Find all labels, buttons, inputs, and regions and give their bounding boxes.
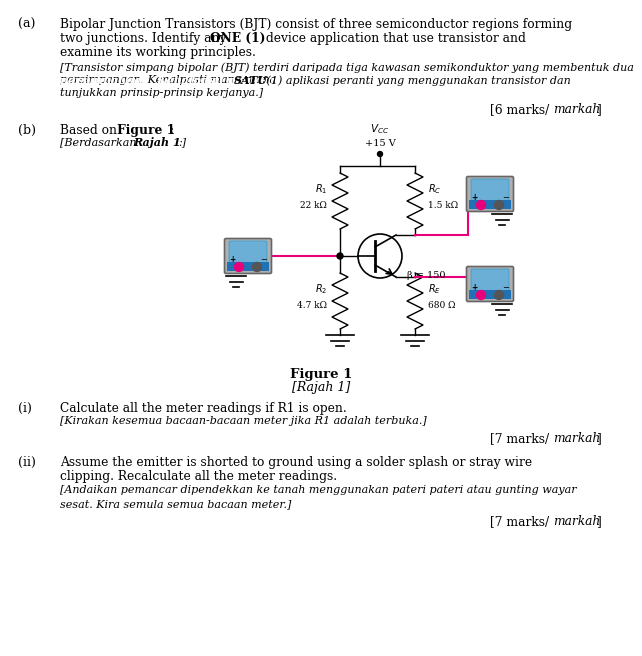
Text: Assume the emitter is shorted to ground using a solder splash or stray wire: Assume the emitter is shorted to ground … [60, 456, 532, 469]
Text: Based on: Based on [60, 124, 121, 137]
Text: tunjukkan prinsip-prinsip kerjanya.]: tunjukkan prinsip-prinsip kerjanya.] [60, 88, 263, 98]
Text: SATU: SATU [234, 75, 268, 86]
Text: ]: ] [596, 103, 601, 116]
Text: ]: ] [596, 432, 601, 445]
Text: 680 Ω: 680 Ω [428, 302, 456, 310]
Text: 1.5 kΩ: 1.5 kΩ [428, 201, 458, 211]
Text: [7 marks/: [7 marks/ [490, 515, 553, 528]
Bar [227, 262, 269, 271]
Text: [Rajah 1]: [Rajah 1] [292, 381, 350, 394]
Text: [Andaikan pemancar dipendekkan ke tanah menggunakan pateri pateri atau gunting w: [Andaikan pemancar dipendekkan ke tanah … [60, 485, 577, 495]
Circle shape [377, 152, 383, 157]
Text: (b): (b) [18, 124, 36, 137]
Text: examine its working principles.: examine its working principles. [60, 46, 256, 59]
Text: $V_{CC}$: $V_{CC}$ [370, 122, 390, 136]
FancyBboxPatch shape [471, 269, 509, 293]
Text: device application that use transistor and: device application that use transistor a… [262, 32, 526, 45]
Bar [469, 200, 511, 209]
Text: (a): (a) [18, 18, 35, 31]
Text: +: + [471, 194, 477, 203]
Text: $R_2$: $R_2$ [315, 282, 327, 296]
Text: +15 V: +15 V [365, 139, 395, 148]
Text: β = 150: β = 150 [407, 271, 446, 280]
Text: (ii): (ii) [18, 456, 36, 469]
Text: Bipolar Junction Transistors (BJT) consist of three semiconductor regions formin: Bipolar Junction Transistors (BJT) consi… [60, 18, 572, 31]
Bar [469, 290, 511, 299]
Text: 22 kΩ: 22 kΩ [300, 201, 327, 211]
Text: [Berdasarkan: [Berdasarkan [60, 137, 140, 147]
Circle shape [337, 253, 343, 259]
Text: sesat. Kira semula semua bacaan meter.]: sesat. Kira semula semua bacaan meter.] [60, 499, 291, 509]
Text: $R_1$: $R_1$ [315, 182, 327, 196]
Text: two junctions. Identify any: two junctions. Identify any [60, 32, 230, 45]
Text: Figure 1: Figure 1 [290, 368, 352, 381]
Text: −: − [260, 255, 267, 264]
Circle shape [494, 201, 503, 209]
Text: ]: ] [596, 515, 601, 528]
Circle shape [252, 262, 261, 272]
Text: persimpangan. Kenalpasti mana-mana SATU: persimpangan. Kenalpasti mana-mana SATU [60, 75, 339, 86]
Text: [Kirakan kesemua bacaan-bacaan meter jika R1 adalah terbuka.]: [Kirakan kesemua bacaan-bacaan meter jik… [60, 416, 427, 426]
Circle shape [234, 262, 243, 272]
FancyBboxPatch shape [225, 239, 272, 274]
FancyBboxPatch shape [467, 176, 514, 211]
FancyBboxPatch shape [467, 266, 514, 302]
Text: persimpangan. Kenalpasti mana-mana: persimpangan. Kenalpasti mana-mana [60, 75, 279, 85]
Text: :]: :] [178, 137, 186, 147]
Text: Figure 1: Figure 1 [117, 124, 175, 137]
Text: Calculate all the meter readings if R1 is open.: Calculate all the meter readings if R1 i… [60, 402, 347, 415]
Text: −: − [502, 194, 509, 203]
Text: (1) aplikasi peranti yang menggunakan transistor dan: (1) aplikasi peranti yang menggunakan tr… [263, 75, 571, 85]
Text: 4.7 kΩ: 4.7 kΩ [297, 302, 327, 310]
Text: (i): (i) [18, 402, 32, 415]
Circle shape [476, 201, 485, 209]
Text: +: + [471, 283, 477, 293]
Text: ONE (1): ONE (1) [210, 32, 265, 45]
FancyBboxPatch shape [229, 241, 267, 265]
Text: [7 marks/: [7 marks/ [490, 432, 553, 445]
Circle shape [476, 291, 485, 300]
Text: +: + [229, 255, 235, 264]
Text: $R_C$: $R_C$ [428, 182, 442, 196]
Text: [6 marks/: [6 marks/ [490, 103, 553, 116]
Circle shape [494, 291, 503, 300]
Text: Rajah 1: Rajah 1 [133, 137, 181, 148]
Text: markah: markah [553, 103, 600, 116]
Text: markah: markah [553, 432, 600, 445]
Text: −: − [502, 283, 509, 293]
Text: :: : [170, 124, 174, 137]
Text: markah: markah [553, 515, 600, 528]
Text: [Transistor simpang bipolar (BJT) terdiri daripada tiga kawasan semikonduktor ya: [Transistor simpang bipolar (BJT) terdir… [60, 62, 634, 73]
Text: clipping. Recalculate all the meter readings.: clipping. Recalculate all the meter read… [60, 470, 337, 483]
FancyBboxPatch shape [471, 179, 509, 203]
Text: $R_E$: $R_E$ [428, 282, 441, 296]
